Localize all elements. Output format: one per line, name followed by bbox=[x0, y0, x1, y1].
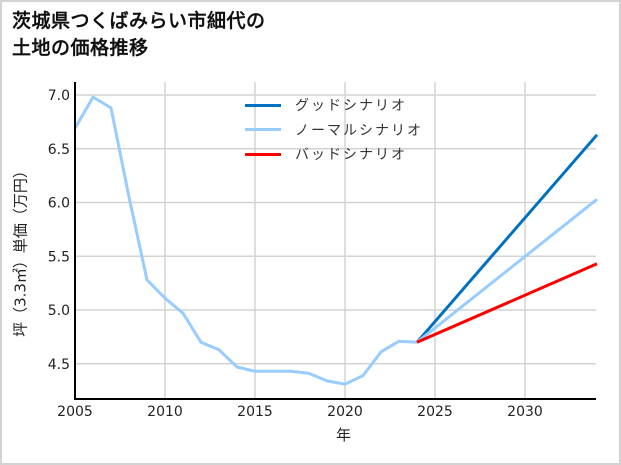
y-tick-label: 7.0 bbox=[48, 88, 70, 104]
legend-swatch-normal bbox=[245, 128, 281, 132]
series-line-1 bbox=[415, 133, 599, 344]
legend-label-bad: バッドシナリオ bbox=[295, 147, 407, 164]
x-tick-label: 2015 bbox=[237, 404, 273, 420]
x-axis-label: 年 bbox=[336, 426, 352, 444]
series-line-2 bbox=[416, 198, 598, 344]
x-tick-label: 2005 bbox=[57, 404, 93, 420]
x-tick-label: 2020 bbox=[327, 404, 363, 420]
y-tick-label: 5.5 bbox=[48, 249, 70, 265]
x-tick-label: 2025 bbox=[417, 404, 453, 420]
y-tick-label: 5.0 bbox=[48, 303, 70, 319]
legend-swatch-good bbox=[245, 103, 281, 107]
title-line-2: 土地の価格推移 bbox=[12, 37, 149, 59]
series-line-0 bbox=[73, 95, 418, 386]
legend-label-normal: ノーマルシナリオ bbox=[295, 122, 423, 139]
y-tick-label: 6.5 bbox=[48, 142, 70, 158]
legend-swatch-bad bbox=[245, 152, 281, 156]
legend: グッドシナリオ ノーマルシナリオ バッドシナリオ bbox=[245, 93, 423, 167]
y-tick-label: 6.0 bbox=[48, 196, 70, 212]
x-tick-label: 2010 bbox=[147, 404, 183, 420]
legend-item-normal: ノーマルシナリオ bbox=[245, 118, 423, 143]
series-line-3 bbox=[416, 262, 598, 344]
x-tick-label: 2030 bbox=[507, 404, 543, 420]
y-tick-label: 4.5 bbox=[48, 357, 70, 373]
y-axis-label: 坪（3.3㎡）単価（万円） bbox=[11, 163, 30, 337]
legend-item-bad: バッドシナリオ bbox=[245, 142, 423, 167]
legend-item-good: グッドシナリオ bbox=[245, 93, 423, 118]
legend-label-good: グッドシナリオ bbox=[295, 98, 407, 115]
title-line-1: 茨城県つくばみらい市細代の bbox=[12, 10, 266, 32]
chart-title: 茨城県つくばみらい市細代の 土地の価格推移 bbox=[12, 8, 266, 62]
